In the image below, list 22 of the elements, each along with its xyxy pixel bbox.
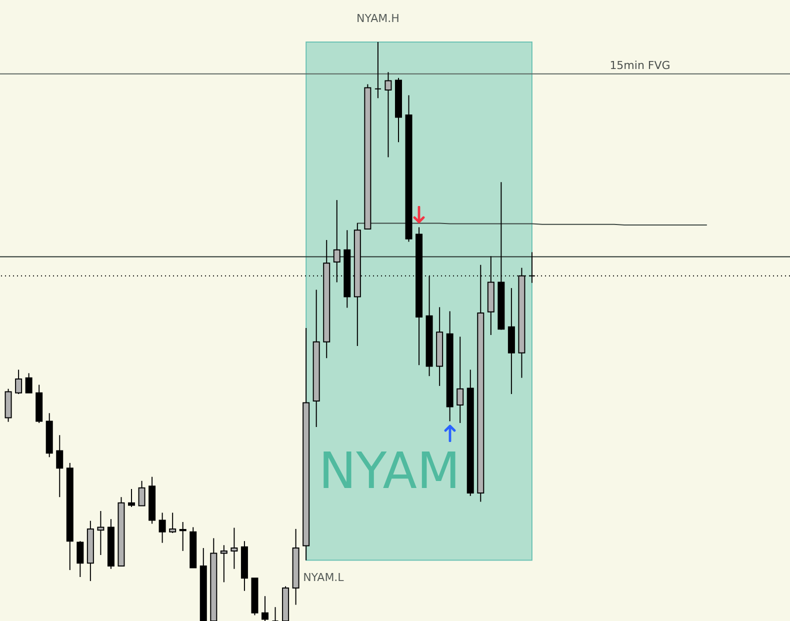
candlestick <box>179 521 186 552</box>
candlestick <box>128 488 136 508</box>
candlestick <box>158 512 166 544</box>
candlestick <box>384 72 392 158</box>
candlestick <box>528 252 536 284</box>
ref-line-label: 15min FVG <box>610 58 670 72</box>
annotation: NYAM.L <box>303 571 345 584</box>
candlestick <box>456 336 464 424</box>
candlestick <box>169 512 176 534</box>
candlestick <box>76 540 84 578</box>
candlestick <box>97 510 104 556</box>
band-label: NYAM <box>318 442 460 500</box>
candlestick <box>15 369 22 395</box>
candlestick <box>220 544 228 583</box>
candlestick <box>262 596 268 621</box>
candlestick <box>272 606 279 621</box>
candlestick <box>25 372 32 394</box>
annotation: NYAM.H <box>356 12 400 25</box>
candlestick <box>56 434 64 498</box>
candlestick <box>374 42 382 99</box>
candlestick <box>230 527 238 570</box>
candlestick <box>138 480 146 506</box>
